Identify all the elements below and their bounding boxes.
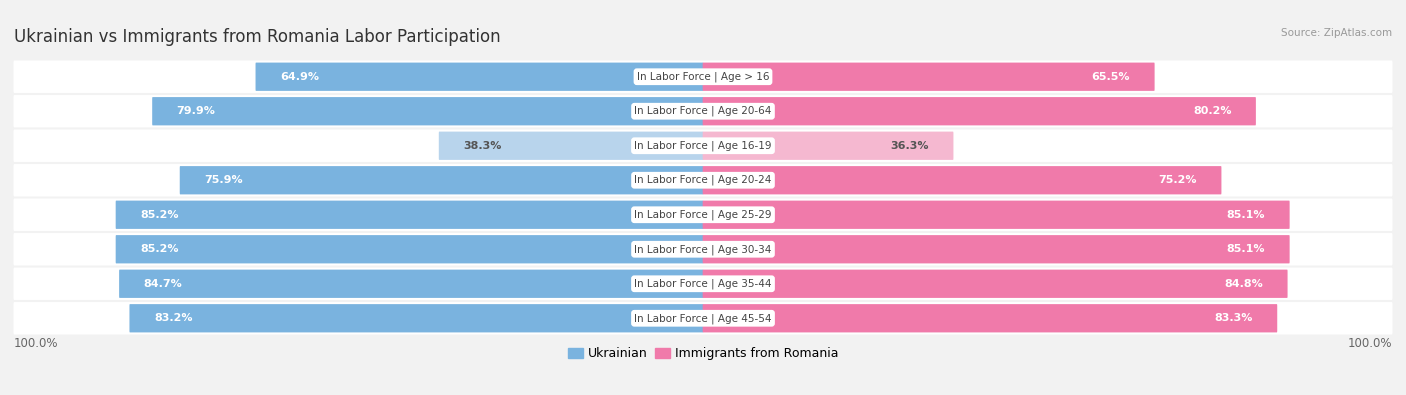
FancyBboxPatch shape	[115, 201, 703, 229]
FancyBboxPatch shape	[703, 132, 953, 160]
Text: 75.2%: 75.2%	[1159, 175, 1197, 185]
FancyBboxPatch shape	[129, 304, 703, 333]
FancyBboxPatch shape	[14, 164, 1392, 196]
Text: 100.0%: 100.0%	[14, 337, 59, 350]
Text: 85.1%: 85.1%	[1226, 244, 1265, 254]
FancyBboxPatch shape	[703, 304, 1277, 333]
FancyBboxPatch shape	[180, 166, 703, 194]
Text: 79.9%: 79.9%	[177, 106, 215, 116]
Text: 38.3%: 38.3%	[463, 141, 502, 151]
Text: In Labor Force | Age 16-19: In Labor Force | Age 16-19	[634, 141, 772, 151]
Text: In Labor Force | Age 20-64: In Labor Force | Age 20-64	[634, 106, 772, 117]
FancyBboxPatch shape	[14, 302, 1392, 335]
Text: In Labor Force | Age 20-24: In Labor Force | Age 20-24	[634, 175, 772, 186]
FancyBboxPatch shape	[14, 267, 1392, 300]
FancyBboxPatch shape	[120, 270, 703, 298]
FancyBboxPatch shape	[14, 60, 1392, 93]
FancyBboxPatch shape	[256, 62, 703, 91]
FancyBboxPatch shape	[703, 97, 1256, 125]
Text: 83.2%: 83.2%	[153, 313, 193, 323]
FancyBboxPatch shape	[152, 97, 703, 125]
Text: In Labor Force | Age 45-54: In Labor Force | Age 45-54	[634, 313, 772, 324]
FancyBboxPatch shape	[14, 95, 1392, 128]
FancyBboxPatch shape	[703, 235, 1289, 263]
Text: Source: ZipAtlas.com: Source: ZipAtlas.com	[1281, 28, 1392, 38]
Text: In Labor Force | Age 25-29: In Labor Force | Age 25-29	[634, 209, 772, 220]
Text: Ukrainian vs Immigrants from Romania Labor Participation: Ukrainian vs Immigrants from Romania Lab…	[14, 28, 501, 46]
Text: 100.0%: 100.0%	[1347, 337, 1392, 350]
Text: 85.2%: 85.2%	[141, 210, 179, 220]
FancyBboxPatch shape	[14, 130, 1392, 162]
Text: 85.1%: 85.1%	[1226, 210, 1265, 220]
Text: In Labor Force | Age > 16: In Labor Force | Age > 16	[637, 71, 769, 82]
Text: 80.2%: 80.2%	[1192, 106, 1232, 116]
FancyBboxPatch shape	[703, 166, 1222, 194]
Text: 85.2%: 85.2%	[141, 244, 179, 254]
FancyBboxPatch shape	[703, 201, 1289, 229]
Text: 84.8%: 84.8%	[1225, 279, 1263, 289]
FancyBboxPatch shape	[703, 62, 1154, 91]
FancyBboxPatch shape	[439, 132, 703, 160]
Text: In Labor Force | Age 30-34: In Labor Force | Age 30-34	[634, 244, 772, 254]
FancyBboxPatch shape	[14, 199, 1392, 231]
Text: 75.9%: 75.9%	[204, 175, 243, 185]
Text: 83.3%: 83.3%	[1215, 313, 1253, 323]
FancyBboxPatch shape	[14, 233, 1392, 265]
Text: 64.9%: 64.9%	[280, 72, 319, 82]
Text: 84.7%: 84.7%	[143, 279, 183, 289]
FancyBboxPatch shape	[703, 270, 1288, 298]
Text: 65.5%: 65.5%	[1091, 72, 1130, 82]
FancyBboxPatch shape	[115, 235, 703, 263]
Text: In Labor Force | Age 35-44: In Labor Force | Age 35-44	[634, 278, 772, 289]
Text: 36.3%: 36.3%	[890, 141, 929, 151]
Legend: Ukrainian, Immigrants from Romania: Ukrainian, Immigrants from Romania	[562, 342, 844, 365]
